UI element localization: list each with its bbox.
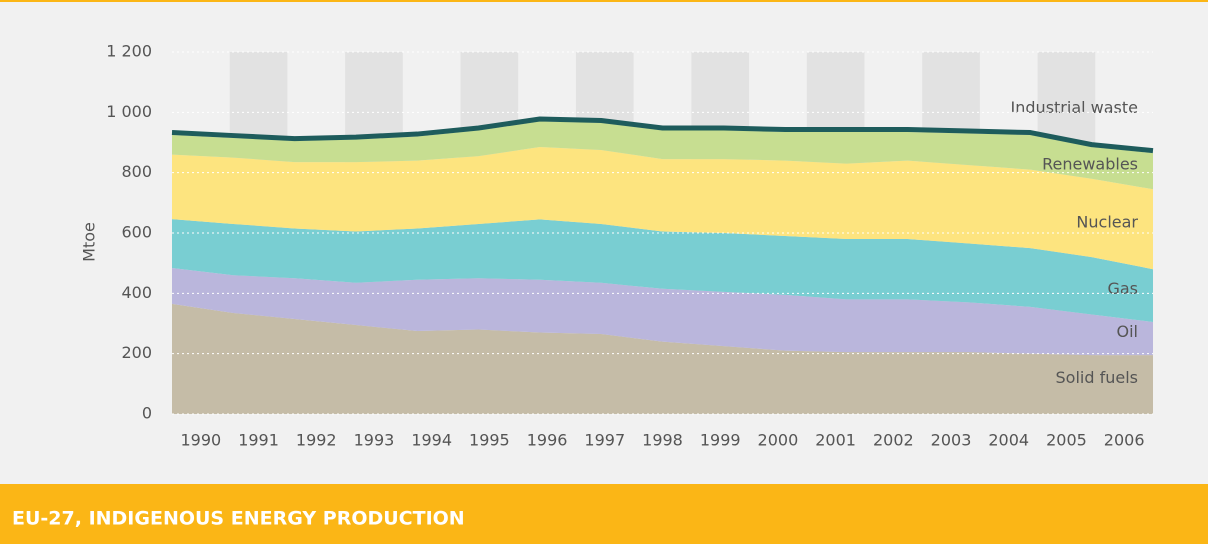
y-axis-label: Mtoe <box>80 222 99 262</box>
footer <box>0 484 1208 544</box>
x-tick-label: 2003 <box>931 431 972 450</box>
x-tick-label: 1994 <box>411 431 452 450</box>
x-tick-label: 1998 <box>642 431 683 450</box>
y-tick-label: 600 <box>121 223 152 242</box>
x-tick-label: 1992 <box>296 431 337 450</box>
area <box>172 303 1153 414</box>
x-tick-label: 2005 <box>1046 431 1087 450</box>
series-label: Gas <box>1107 279 1138 298</box>
area <box>172 147 1153 270</box>
y-tick-label: 1 000 <box>106 102 152 121</box>
area <box>172 267 1153 356</box>
y-tick-label: 400 <box>121 283 152 302</box>
y-tick-label: 200 <box>121 343 152 362</box>
area <box>172 219 1153 322</box>
y-tick-label: 1 200 <box>106 42 152 61</box>
x-tick-label: 1995 <box>469 431 510 450</box>
x-tick-label: 1999 <box>700 431 741 450</box>
x-tick-label: 2000 <box>758 431 799 450</box>
top-rule <box>0 0 1208 2</box>
area <box>172 121 1153 190</box>
x-tick-label: 2002 <box>873 431 914 450</box>
x-tick-label: 2004 <box>988 431 1029 450</box>
x-tick-label: 2006 <box>1104 431 1145 450</box>
y-tick-label: 0 <box>142 404 152 423</box>
x-tick-label: 1996 <box>527 431 568 450</box>
x-tick-label: 1997 <box>584 431 625 450</box>
chart-title: EU-27, INDIGENOUS ENERGY PRODUCTION <box>12 508 465 530</box>
series-label: Solid fuels <box>1056 368 1138 387</box>
series-label: Oil <box>1117 322 1138 341</box>
series-label: Nuclear <box>1076 213 1138 232</box>
area-line <box>171 116 1154 154</box>
series-label: Renewables <box>1042 155 1138 174</box>
x-tick-label: 1991 <box>238 431 279 450</box>
y-tick-label: 800 <box>121 162 152 181</box>
x-tick-label: 1993 <box>354 431 395 450</box>
x-tick-label: 2001 <box>815 431 856 450</box>
x-tick-label: 1990 <box>180 431 221 450</box>
series-label: Industrial waste <box>1011 98 1138 117</box>
